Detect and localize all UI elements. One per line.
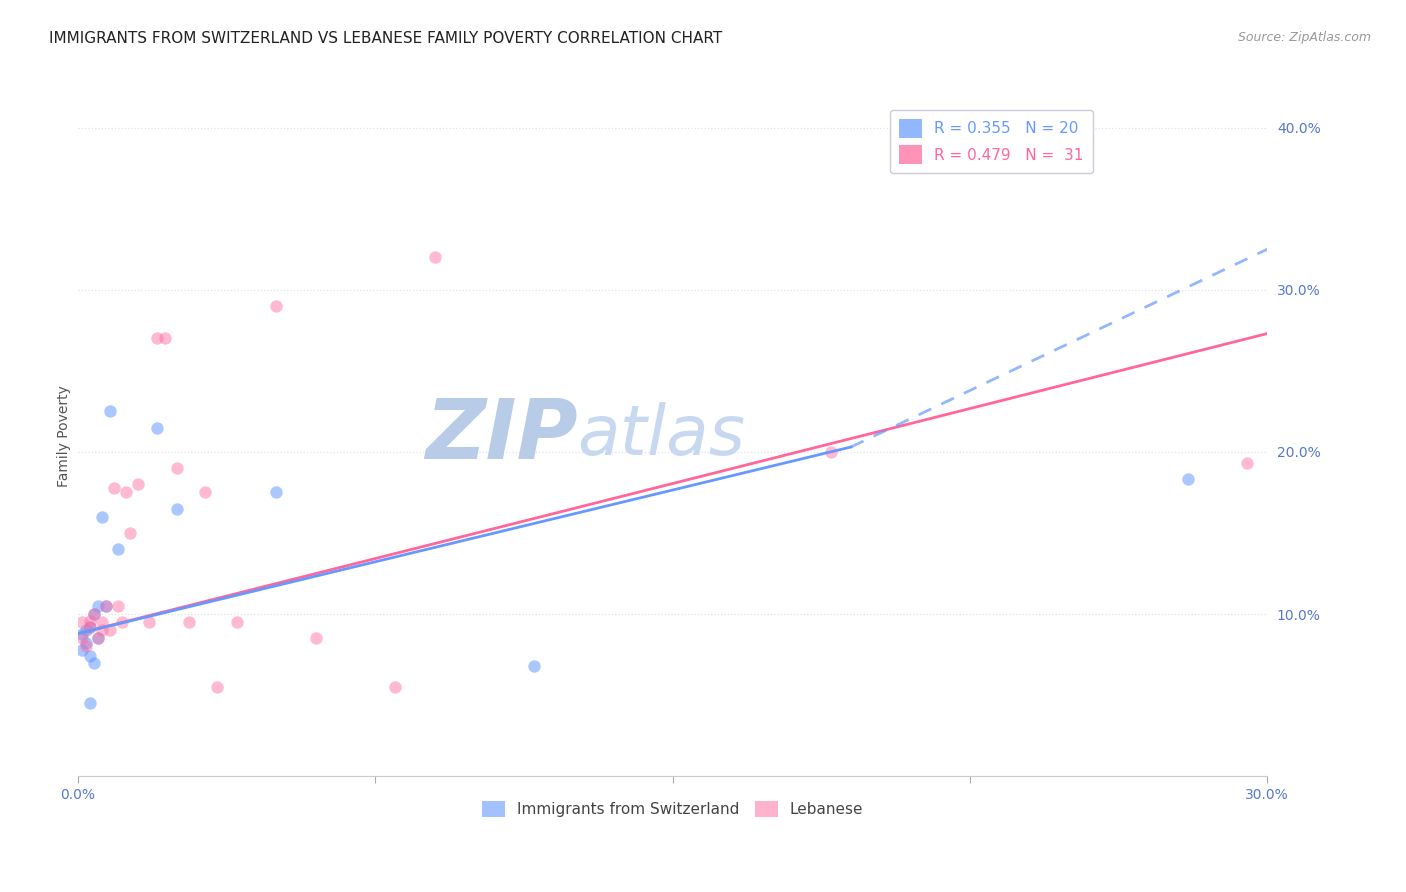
Point <box>166 461 188 475</box>
Point <box>79 620 101 634</box>
Point <box>70 626 93 640</box>
Point <box>98 404 121 418</box>
Text: IMMIGRANTS FROM SWITZERLAND VS LEBANESE FAMILY POVERTY CORRELATION CHART: IMMIGRANTS FROM SWITZERLAND VS LEBANESE … <box>49 31 723 46</box>
Point <box>177 615 200 629</box>
Point <box>103 481 125 495</box>
Legend: Immigrants from Switzerland, Lebanese: Immigrants from Switzerland, Lebanese <box>475 795 869 823</box>
Point <box>70 632 93 646</box>
Point <box>127 477 149 491</box>
Point <box>94 599 117 613</box>
Point <box>107 542 129 557</box>
Point <box>107 599 129 613</box>
Point <box>75 624 97 638</box>
Point <box>83 607 105 621</box>
Point <box>523 659 546 673</box>
Text: ZIP: ZIP <box>425 395 578 476</box>
Point <box>79 649 101 664</box>
Y-axis label: Family Poverty: Family Poverty <box>58 384 72 487</box>
Point <box>79 614 101 628</box>
Point <box>155 331 177 345</box>
Point <box>146 420 169 434</box>
Point <box>94 599 117 613</box>
Point <box>98 624 121 638</box>
Point <box>70 615 93 629</box>
Point <box>225 615 247 629</box>
Point <box>90 509 112 524</box>
Point <box>90 624 112 638</box>
Point <box>87 632 110 646</box>
Point <box>70 642 93 657</box>
Point <box>83 607 105 621</box>
Point <box>90 615 112 629</box>
Point <box>1177 473 1199 487</box>
Point <box>166 501 188 516</box>
Point <box>146 331 169 345</box>
Point <box>266 299 288 313</box>
Point <box>87 632 110 646</box>
Point <box>194 485 217 500</box>
Point <box>75 640 97 654</box>
Point <box>1236 456 1258 470</box>
Text: Source: ZipAtlas.com: Source: ZipAtlas.com <box>1237 31 1371 45</box>
Point <box>266 485 288 500</box>
Point <box>305 632 328 646</box>
Point <box>114 485 136 500</box>
Point <box>820 445 842 459</box>
Point <box>75 636 97 650</box>
Point <box>205 680 228 694</box>
Point <box>79 620 101 634</box>
Point <box>384 680 406 694</box>
Point <box>423 251 446 265</box>
Point <box>79 696 101 710</box>
Text: atlas: atlas <box>578 402 745 469</box>
Point <box>87 599 110 613</box>
Point <box>118 526 141 541</box>
Point <box>138 615 160 629</box>
Point <box>83 656 105 670</box>
Point <box>111 615 134 629</box>
